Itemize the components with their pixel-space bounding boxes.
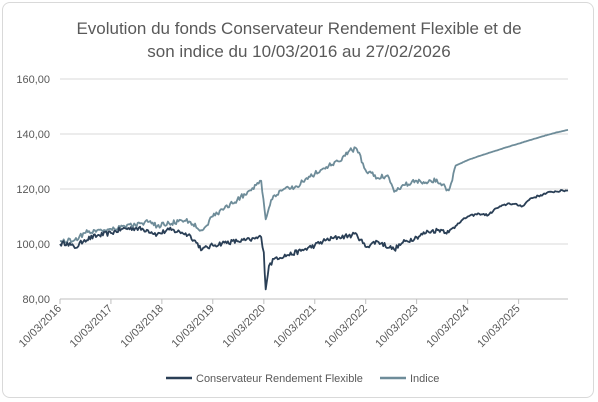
x-tick-label: 10/03/2022 <box>322 303 369 350</box>
legend-label-indice: Indice <box>410 373 439 385</box>
y-tick-label: 140,00 <box>16 129 50 141</box>
series-line-fonds <box>59 189 569 291</box>
x-tick-label: 10/03/2016 <box>17 303 64 350</box>
x-tick-label: 10/03/2020 <box>221 303 268 350</box>
y-tick-label: 120,00 <box>16 184 50 196</box>
legend-label-fonds: Conservateur Rendement Flexible <box>196 373 363 385</box>
x-tick-label: 10/03/2019 <box>169 303 216 350</box>
x-tick-label: 10/03/2025 <box>475 303 522 350</box>
series-line-indice <box>59 129 569 244</box>
y-tick-label: 160,00 <box>16 74 50 86</box>
y-tick-label: 100,00 <box>16 239 50 251</box>
x-tick-label: 10/03/2023 <box>373 303 420 350</box>
y-tick-label: 80,00 <box>22 294 50 306</box>
gridlines <box>60 78 568 245</box>
y-axis: 80,00 100,00 120,00 140,00 160,00 <box>16 74 50 306</box>
chart-frame <box>2 2 594 398</box>
x-tick-label: 10/03/2024 <box>424 303 471 350</box>
series-lines <box>59 129 569 291</box>
legend: Conservateur Rendement Flexible Indice <box>166 373 439 385</box>
x-tick-label: 10/03/2017 <box>68 303 115 350</box>
chart-title-line-2: son indice du 10/03/2016 au 27/02/2026 <box>147 42 450 61</box>
x-tick-label: 10/03/2021 <box>271 303 318 350</box>
x-axis: 10/03/2016 10/03/2017 10/03/2018 10/03/2019… <box>17 298 568 350</box>
chart-title-line-1: Evolution du fonds Conservateur Rendemen… <box>76 19 521 38</box>
x-tick-label: 10/03/2018 <box>119 303 166 350</box>
